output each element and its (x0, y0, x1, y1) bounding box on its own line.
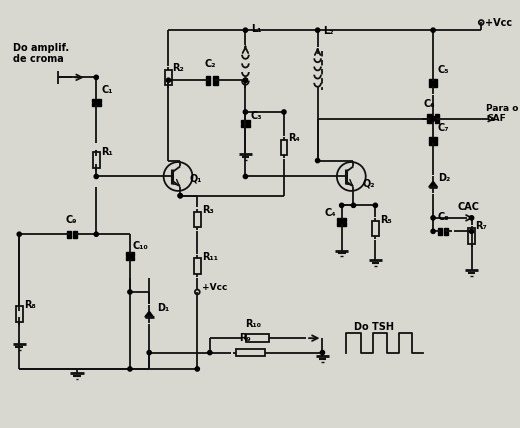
Text: Para o: Para o (486, 104, 518, 113)
Text: C₅: C₅ (438, 65, 449, 75)
Bar (206, 76, 210, 85)
Circle shape (94, 232, 98, 236)
Circle shape (316, 28, 320, 32)
Text: R₇: R₇ (475, 221, 487, 232)
Text: D₂: D₂ (438, 173, 450, 183)
Circle shape (94, 174, 98, 178)
Text: C₉: C₉ (66, 215, 77, 225)
Text: L₂: L₂ (323, 26, 334, 36)
Bar (337, 222, 346, 226)
Bar (16, 306, 22, 322)
Circle shape (320, 351, 324, 355)
Circle shape (470, 216, 474, 220)
Bar (372, 221, 379, 236)
Bar (241, 120, 250, 123)
Circle shape (470, 229, 474, 233)
Bar (337, 218, 346, 221)
Circle shape (431, 116, 435, 121)
Text: Q₁: Q₁ (190, 173, 202, 183)
Text: R₁₁: R₁₁ (202, 252, 218, 262)
Circle shape (431, 116, 435, 121)
Circle shape (282, 110, 286, 114)
Circle shape (166, 78, 171, 82)
Circle shape (17, 232, 21, 236)
Bar (427, 114, 432, 123)
Bar (213, 76, 217, 85)
Text: C₆: C₆ (423, 99, 435, 109)
Circle shape (316, 158, 320, 163)
Bar (429, 79, 437, 83)
Bar (435, 114, 439, 123)
Bar (429, 137, 437, 141)
Circle shape (147, 351, 151, 355)
Circle shape (431, 229, 435, 233)
Circle shape (94, 75, 98, 80)
Bar (194, 212, 201, 227)
Circle shape (207, 351, 212, 355)
Circle shape (243, 78, 248, 82)
Bar (236, 349, 265, 357)
Circle shape (128, 290, 132, 294)
Text: R₄: R₄ (288, 133, 300, 143)
Bar (438, 228, 441, 235)
Circle shape (178, 193, 183, 198)
Text: L₁: L₁ (251, 24, 262, 34)
Circle shape (243, 110, 248, 114)
Text: D₁: D₁ (157, 303, 169, 313)
Text: C₁₀: C₁₀ (133, 241, 149, 251)
Bar (444, 228, 448, 235)
Text: Do TSH: Do TSH (354, 322, 394, 333)
Bar (241, 124, 250, 128)
Bar (68, 231, 71, 238)
Bar (126, 253, 134, 256)
Text: Do amplif.: Do amplif. (14, 43, 70, 54)
Text: C₃: C₃ (250, 111, 262, 121)
Circle shape (128, 367, 132, 371)
Circle shape (431, 28, 435, 32)
Bar (194, 258, 201, 273)
Text: C₄: C₄ (324, 208, 336, 218)
Text: R₉: R₉ (239, 333, 251, 343)
Bar (165, 70, 172, 85)
Bar (281, 140, 287, 155)
Circle shape (243, 174, 248, 178)
Text: +Vcc: +Vcc (202, 283, 227, 292)
Bar (92, 103, 100, 106)
Circle shape (373, 203, 378, 208)
Circle shape (243, 28, 248, 32)
Bar (93, 152, 100, 168)
Text: CAC: CAC (457, 202, 479, 212)
Text: C₈: C₈ (438, 212, 449, 222)
Text: +Vcc: +Vcc (485, 18, 512, 28)
Bar (246, 334, 269, 342)
Circle shape (352, 203, 356, 208)
Text: R₅: R₅ (380, 215, 392, 225)
Polygon shape (145, 311, 153, 317)
Circle shape (431, 116, 435, 121)
Bar (126, 257, 134, 260)
Circle shape (195, 367, 200, 371)
Circle shape (340, 203, 344, 208)
Text: CAF: CAF (486, 114, 506, 123)
Text: Q₂: Q₂ (363, 178, 375, 188)
Bar (73, 231, 77, 238)
Bar (468, 229, 475, 244)
Bar (429, 141, 437, 145)
Text: R₁₀: R₁₀ (245, 318, 262, 329)
Polygon shape (429, 181, 437, 187)
Text: C₁: C₁ (101, 85, 112, 95)
Text: de croma: de croma (14, 54, 64, 64)
Text: R₂: R₂ (172, 62, 184, 73)
Text: C₇: C₇ (438, 123, 449, 133)
Bar (429, 83, 437, 87)
Text: R₁: R₁ (101, 147, 113, 158)
Circle shape (431, 216, 435, 220)
Text: R₈: R₈ (24, 300, 36, 310)
Circle shape (178, 193, 183, 198)
Text: C₂: C₂ (204, 59, 215, 69)
Circle shape (243, 78, 248, 82)
Bar (92, 98, 100, 102)
Text: R₃: R₃ (202, 205, 214, 215)
